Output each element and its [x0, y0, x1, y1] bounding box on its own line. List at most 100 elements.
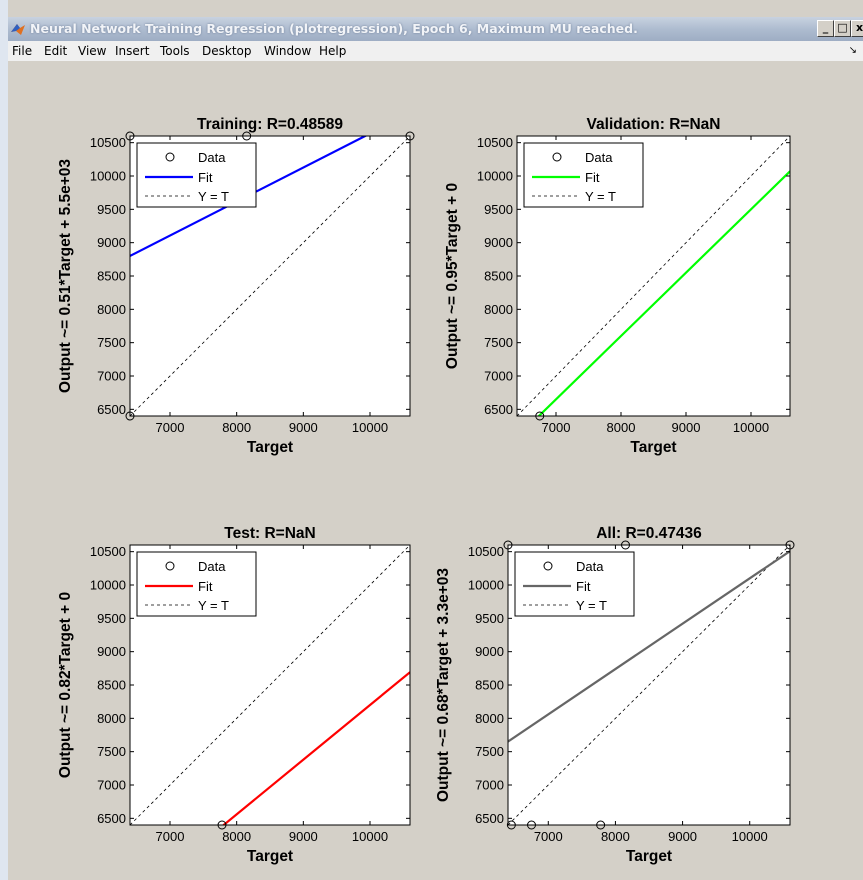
plot-title: Training: R=0.48589 — [197, 116, 343, 133]
x-tick-label: 7000 — [534, 829, 563, 844]
x-tick-label: 9000 — [668, 829, 697, 844]
x-tick-label: 10000 — [732, 829, 768, 844]
data-point — [527, 820, 536, 830]
data-point — [535, 411, 545, 421]
legend-data-marker — [165, 561, 175, 571]
legend-identity-label: Y = T — [198, 598, 229, 613]
y-tick-label: 8500 — [475, 678, 504, 693]
y-axis-label: Output ~= 0.82*Target + 0 — [57, 592, 74, 778]
data-point — [242, 131, 252, 141]
legend-fit-label: Fit — [198, 170, 213, 185]
y-tick-label: 7000 — [484, 369, 513, 384]
x-tick-label: 7000 — [156, 829, 185, 844]
x-tick-label: 9000 — [289, 829, 318, 844]
plot-all: 7000 8000 9000 10000 6500 7000 7500 8000 8500 900… — [435, 525, 795, 865]
y-tick-label: 8500 — [97, 678, 126, 693]
data-point — [503, 540, 513, 550]
menu-insert[interactable]: Insert — [115, 44, 150, 58]
plot-validation: 7000 8000 9000 10000 6500 7000 7500 8000 8500 900… — [444, 116, 791, 456]
y-tick-label: 7000 — [97, 778, 126, 793]
legend-data-marker — [552, 152, 562, 162]
legend-box — [136, 142, 257, 208]
legend-fit-label: Fit — [585, 170, 600, 185]
data-point — [785, 540, 795, 550]
y-tick-label: 9000 — [97, 235, 126, 250]
legend-data-label: Data — [198, 150, 226, 165]
plot-title: Validation: R=NaN — [587, 116, 721, 133]
y-tick-label: 9500 — [484, 202, 513, 217]
plot-title: Test: R=NaN — [224, 525, 315, 542]
y-tick-label: 10000 — [90, 578, 126, 593]
data-point — [125, 411, 135, 421]
x-tick-label: 7000 — [542, 420, 571, 435]
data-point — [621, 540, 630, 550]
maximize-button[interactable]: □ — [834, 20, 851, 37]
y-tick-label: 7500 — [97, 335, 126, 350]
matlab-icon — [11, 24, 25, 35]
x-axis-label: Target — [247, 848, 293, 865]
legend-identity-label: Y = T — [585, 189, 616, 204]
data-point — [125, 131, 135, 141]
y-axis-label: Output ~= 0.51*Target + 5.5e+03 — [57, 159, 74, 393]
x-tick-label: 8000 — [222, 829, 251, 844]
legend-data-marker — [543, 561, 553, 571]
identity-line — [517, 136, 790, 416]
y-tick-label: 10500 — [90, 544, 126, 559]
y-tick-label: 9000 — [475, 644, 504, 659]
menu-window[interactable]: Window — [264, 44, 312, 58]
y-tick-label: 9000 — [97, 644, 126, 659]
title-bar[interactable]: Neural Network Training Regression (plot… — [8, 17, 863, 41]
legend-identity-label: Y = T — [198, 189, 229, 204]
legend-data-label: Data — [198, 559, 226, 574]
regression-figure: 7000 8000 9000 10000 6500 7000 7500 8000 8500 900… — [8, 61, 863, 880]
y-tick-label: 8500 — [484, 269, 513, 284]
y-tick-label: 9500 — [97, 202, 126, 217]
y-tick-label: 10000 — [477, 169, 513, 184]
x-tick-label: 8000 — [607, 420, 636, 435]
menu-view[interactable]: View — [78, 44, 107, 58]
menu-desktop[interactable]: Desktop — [202, 44, 252, 58]
data-point — [506, 820, 516, 830]
legend-data-marker — [165, 152, 175, 162]
y-tick-label: 8000 — [475, 711, 504, 726]
y-tick-label: 8000 — [97, 302, 126, 317]
menu-tools[interactable]: Tools — [160, 44, 190, 58]
x-axis-label: Target — [626, 848, 672, 865]
y-axis-label: Output ~= 0.95*Target + 0 — [444, 183, 461, 369]
y-tick-label: 9500 — [97, 611, 126, 626]
plot-title: All: R=0.47436 — [596, 525, 702, 542]
x-tick-label: 10000 — [352, 420, 388, 435]
menu-bar: File Edit View Insert Tools Desktop Wind… — [8, 41, 863, 61]
x-tick-label: 8000 — [222, 420, 251, 435]
y-tick-label: 7000 — [97, 369, 126, 384]
y-tick-label: 10000 — [468, 578, 504, 593]
y-tick-label: 10500 — [468, 544, 504, 559]
y-tick-label: 7500 — [97, 744, 126, 759]
menu-file[interactable]: File — [12, 44, 33, 58]
legend-data-label: Data — [585, 150, 613, 165]
dock-arrow-icon[interactable]: ↘ — [848, 45, 857, 56]
y-tick-label: 6500 — [97, 811, 126, 826]
y-tick-label: 9000 — [484, 235, 513, 250]
close-button[interactable]: x — [851, 20, 863, 37]
menu-help[interactable]: Help — [319, 44, 347, 58]
x-tick-label: 9000 — [289, 420, 318, 435]
legend-fit-label: Fit — [198, 579, 213, 594]
plot-area — [508, 545, 790, 825]
y-tick-label: 10500 — [477, 135, 513, 150]
legend-box — [523, 142, 644, 208]
window-title: Neural Network Training Regression (plot… — [30, 21, 638, 36]
plot-test: 7000 8000 9000 10000 6500 7000 7500 8000 8500 900… — [57, 525, 411, 865]
y-tick-label: 7000 — [475, 778, 504, 793]
minimize-button[interactable]: _ — [817, 20, 834, 37]
fit-line — [221, 671, 410, 825]
legend-fit-label: Fit — [576, 579, 591, 594]
x-tick-label: 7000 — [156, 420, 185, 435]
x-tick-label: 10000 — [733, 420, 769, 435]
y-axis-label: Output ~= 0.68*Target + 3.3e+03 — [435, 568, 452, 802]
y-tick-label: 10000 — [90, 169, 126, 184]
plot-area — [517, 136, 790, 416]
legend-data-label: Data — [576, 559, 604, 574]
menu-edit[interactable]: Edit — [44, 44, 68, 58]
